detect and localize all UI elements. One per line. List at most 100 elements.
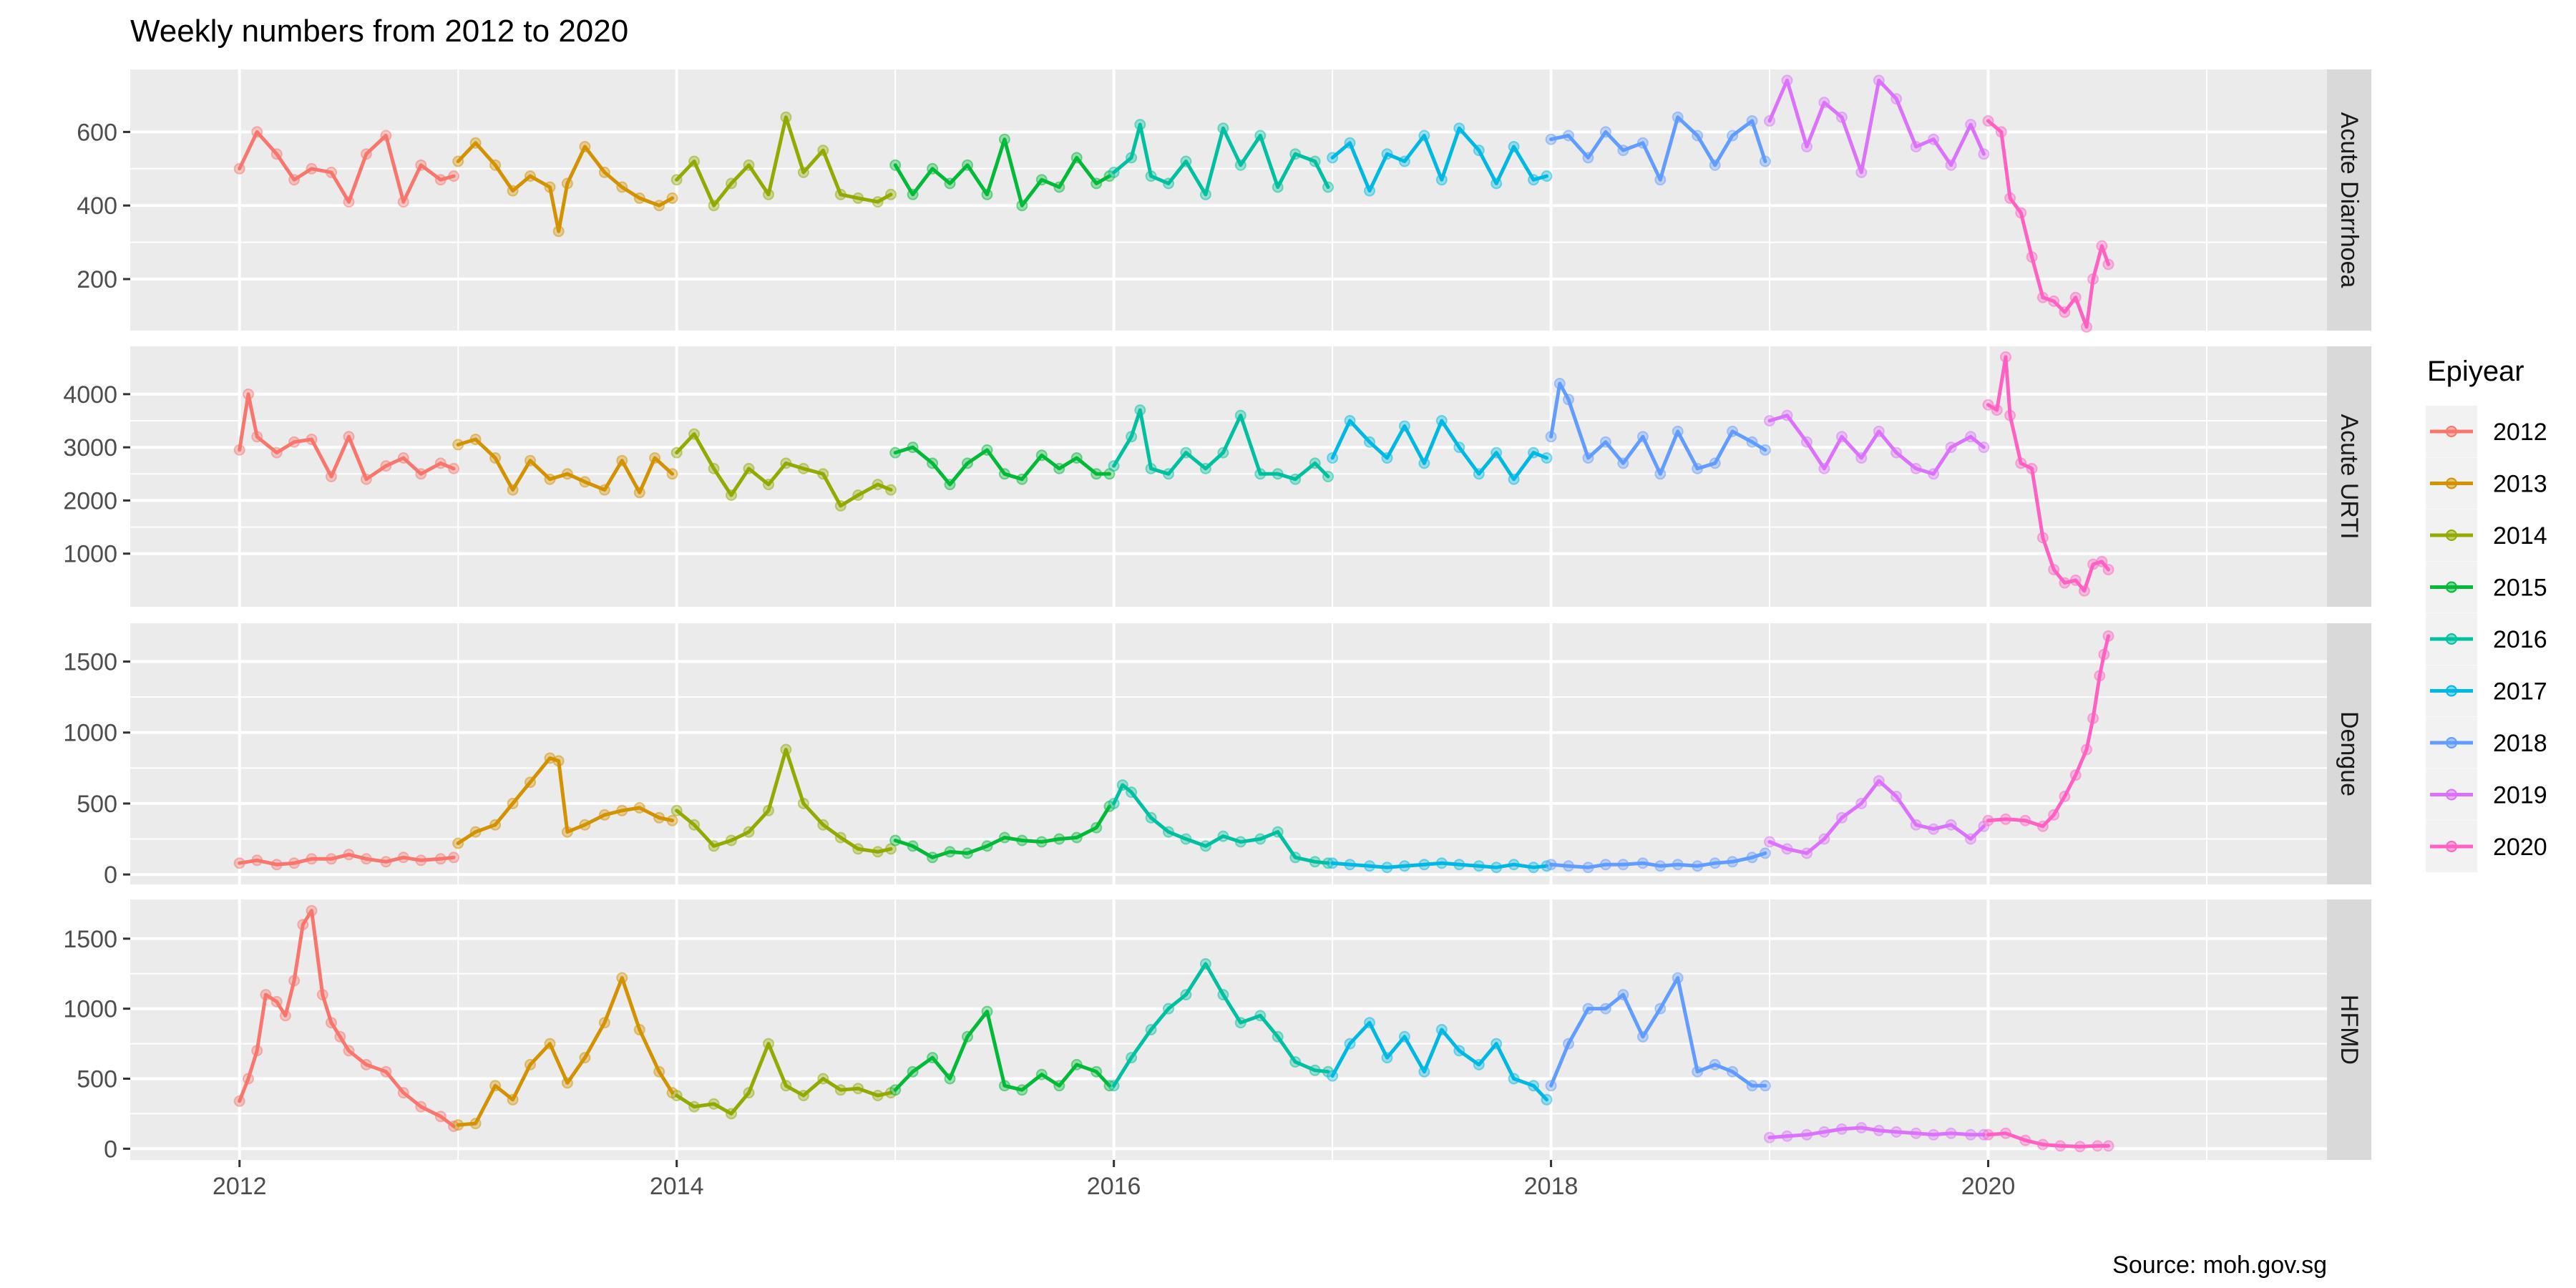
series-line [675,432,893,508]
data-point [2102,1140,2114,1152]
data-point [1563,130,1574,142]
data-point [763,1038,774,1050]
data-point [962,457,973,469]
data-point [1995,126,2007,138]
data-point [670,1090,683,1101]
data-point [1254,130,1267,142]
data-point [1435,174,1448,186]
data-point [726,489,737,501]
y-tick-label: 1000 [63,541,117,568]
data-point [297,919,309,931]
y-tick-label: 4000 [63,381,117,409]
data-point [1091,177,1103,190]
series-2020 [1982,115,2114,333]
data-point [360,853,372,865]
data-point [907,1065,919,1078]
data-point [1070,152,1083,164]
data-point [1126,152,1138,164]
data-point [1234,836,1246,848]
data-point [2096,240,2108,252]
data-point [1134,119,1146,131]
facet-strip-label: HFMD [2336,995,2363,1065]
series-2019 [1764,1122,1990,1143]
data-point [1473,1058,1485,1070]
data-point [1801,436,1813,448]
data-point [1254,833,1267,845]
data-point [1599,1002,1611,1015]
data-point [1508,859,1520,871]
data-point [2036,532,2049,544]
data-point [1327,152,1339,164]
series-line [1330,126,1548,193]
data-point [726,177,737,190]
facet-strip [2327,346,2371,607]
data-point [233,444,245,456]
data-point [1764,1131,1775,1143]
data-point [1508,473,1520,485]
data-point [1599,859,1611,871]
data-point [1709,159,1721,171]
data-point [579,476,591,488]
data-point [1344,415,1356,426]
data-point [907,188,919,200]
legend-item-2012: 2012 [2426,406,2547,457]
data-point [1199,462,1211,474]
data-point [2048,295,2060,307]
data-point [670,804,683,816]
series-2017 [1327,415,1553,485]
data-point [1801,847,1813,859]
data-point [1234,409,1246,421]
y-tick-label: 1000 [63,996,117,1023]
data-point [316,989,328,1001]
series-line [893,804,1111,859]
data-point [598,1017,610,1029]
data-point [2098,648,2110,660]
data-point [1890,1126,1903,1138]
series-line [238,130,456,204]
data-point [469,434,482,445]
chart-title: Weekly numbers from 2012 to 2020 [130,14,628,49]
data-point [1991,404,2003,416]
data-point [927,1052,939,1064]
data-point [708,200,720,212]
series-2019 [1764,74,1990,178]
data-point [670,447,683,459]
legend-label: 2015 [2493,575,2547,602]
data-point [1108,166,1120,178]
data-point [872,196,884,208]
data-point [962,159,973,171]
data-point [452,439,464,451]
data-point [834,499,847,512]
data-point [981,188,993,200]
data-point [598,166,610,178]
data-point [1617,859,1629,871]
data-point [1781,409,1793,421]
data-point [2078,585,2090,597]
data-point [343,196,355,208]
data-point [1781,1130,1793,1142]
data-point [2096,555,2108,567]
data-point [2036,820,2049,832]
data-point [2102,630,2114,642]
data-point [288,857,301,869]
series-2015 [889,441,1116,491]
data-point [2069,291,2082,303]
data-point [1746,115,1758,127]
series-line [1986,634,2110,829]
series-2012 [233,849,460,871]
data-point [1890,447,1903,459]
data-point [1344,137,1356,149]
data-point [1491,862,1503,874]
data-point [666,468,678,480]
data-point [1145,1024,1157,1035]
legend-item-2020: 2020 [2426,821,2547,872]
data-point [1035,449,1048,462]
data-point [1692,462,1704,474]
data-point [243,388,254,400]
data-point [288,174,301,186]
series-2020 [1982,351,2114,597]
data-point [1016,200,1028,212]
data-point [1435,1024,1448,1035]
data-point [889,1084,902,1096]
legend-label: 2017 [2493,678,2547,706]
